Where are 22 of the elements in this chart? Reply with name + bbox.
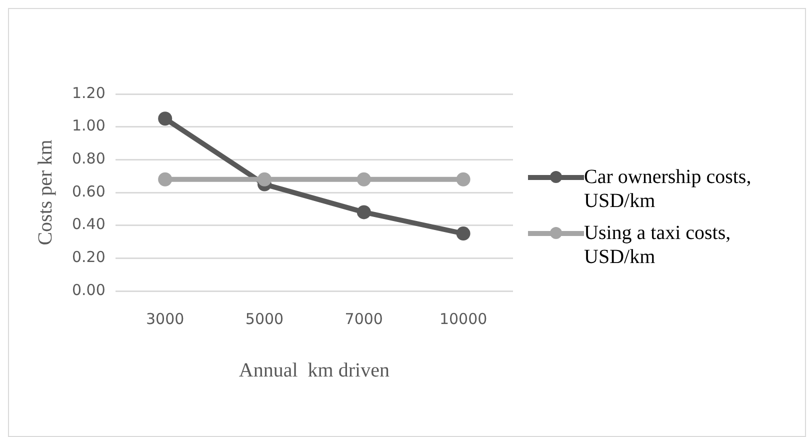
y-tick-label: 1.00 — [72, 116, 106, 135]
point — [356, 205, 371, 220]
point — [158, 112, 172, 126]
y-axis-title: Costs per km — [34, 139, 56, 246]
point — [456, 226, 470, 241]
y-tick-label: 0.40 — [72, 215, 106, 234]
y-tick-label: 0.00 — [72, 280, 106, 299]
legend-label: Using a taxi costs, USD/km — [584, 221, 732, 269]
x-tick-label: 7000 — [344, 310, 383, 328]
point — [258, 172, 272, 186]
point — [158, 172, 172, 186]
y-tick-label: 0.80 — [72, 150, 106, 168]
x-tick-label: 5000 — [245, 310, 284, 328]
legend-label: Car ownership costs, USD/km — [584, 165, 752, 213]
y-tick-label: 0.20 — [72, 248, 106, 266]
x-tick-label: 3000 — [146, 310, 184, 328]
x-axis-title: Annual km driven — [238, 359, 390, 382]
point — [456, 172, 470, 186]
y-tick-label: 0.60 — [72, 182, 106, 200]
y-tick-label: 1.20 — [72, 84, 106, 102]
point — [356, 172, 371, 186]
x-tick-label: 10000 — [439, 310, 488, 328]
